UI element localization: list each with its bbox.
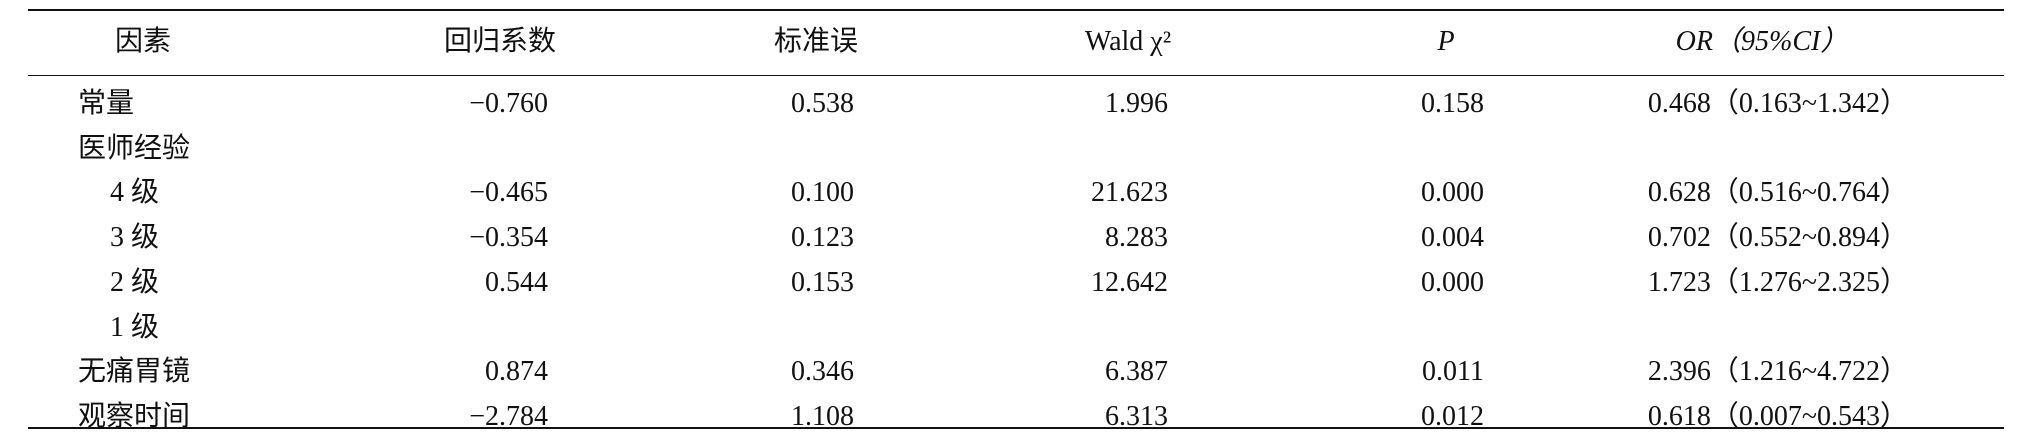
data-cell: 0.000 bbox=[1421, 266, 1484, 298]
data-cell: 0.012 bbox=[1421, 400, 1484, 432]
row-label: 3 级 bbox=[110, 222, 160, 254]
row-label: 观察时间 bbox=[78, 400, 191, 432]
data-cell: 0.628（0.516~0.764） bbox=[1647, 177, 1908, 209]
data-cell: 6.387 bbox=[1105, 356, 1168, 388]
top-rule bbox=[28, 9, 2004, 11]
data-cell: −2.784 bbox=[469, 400, 548, 432]
data-cell: 0.468（0.163~1.342） bbox=[1647, 88, 1908, 119]
data-cell: −0.760 bbox=[469, 88, 548, 119]
data-cell: −0.354 bbox=[469, 222, 548, 254]
data-cell: 1.723（1.276~2.325） bbox=[1647, 266, 1908, 298]
data-cell: 1.108 bbox=[791, 400, 854, 432]
data-cell: 0.618（0.007~0.543） bbox=[1647, 400, 1908, 432]
data-cell: 21.623 bbox=[1091, 177, 1168, 209]
data-cell: 6.313 bbox=[1105, 400, 1168, 432]
data-cell: 1.996 bbox=[1105, 88, 1168, 119]
data-cell: 0.100 bbox=[791, 177, 854, 209]
data-cell: 0.004 bbox=[1421, 222, 1484, 254]
data-cell: 0.538 bbox=[791, 88, 854, 119]
header-cell: OR（95%CI） bbox=[1675, 26, 1849, 57]
header-cell: 标准误 bbox=[773, 26, 858, 57]
data-cell: 0.874 bbox=[485, 356, 548, 388]
data-cell: 0.123 bbox=[791, 222, 854, 254]
data-cell: −0.465 bbox=[469, 177, 548, 209]
data-cell: 0.702（0.552~0.894） bbox=[1647, 222, 1908, 254]
row-label: 4 级 bbox=[110, 177, 160, 209]
header-cell: P bbox=[1437, 26, 1455, 57]
data-cell: 12.642 bbox=[1091, 266, 1168, 298]
group-label: 医师经验 bbox=[78, 132, 191, 164]
header-cell: 回归系数 bbox=[443, 26, 556, 57]
row-label: 2 级 bbox=[110, 266, 160, 298]
row-label: 无痛胃镜 bbox=[78, 356, 191, 388]
header-cell: 因素 bbox=[114, 26, 171, 57]
data-cell: 8.283 bbox=[1105, 222, 1168, 254]
data-cell: 0.011 bbox=[1422, 356, 1484, 388]
row-label: 常量 bbox=[78, 88, 135, 119]
data-cell: 0.346 bbox=[791, 356, 854, 388]
data-cell: 0.153 bbox=[791, 266, 854, 298]
data-cell: 2.396（1.216~4.722） bbox=[1647, 356, 1908, 388]
data-cell: 0.000 bbox=[1421, 177, 1484, 209]
header-rule bbox=[28, 75, 2004, 76]
header-cell: Wald χ² bbox=[1084, 26, 1172, 57]
bottom-rule bbox=[28, 427, 2004, 429]
data-cell: 0.158 bbox=[1421, 88, 1484, 119]
row-label: 1 级 bbox=[110, 311, 160, 343]
data-cell: 0.544 bbox=[485, 266, 548, 298]
